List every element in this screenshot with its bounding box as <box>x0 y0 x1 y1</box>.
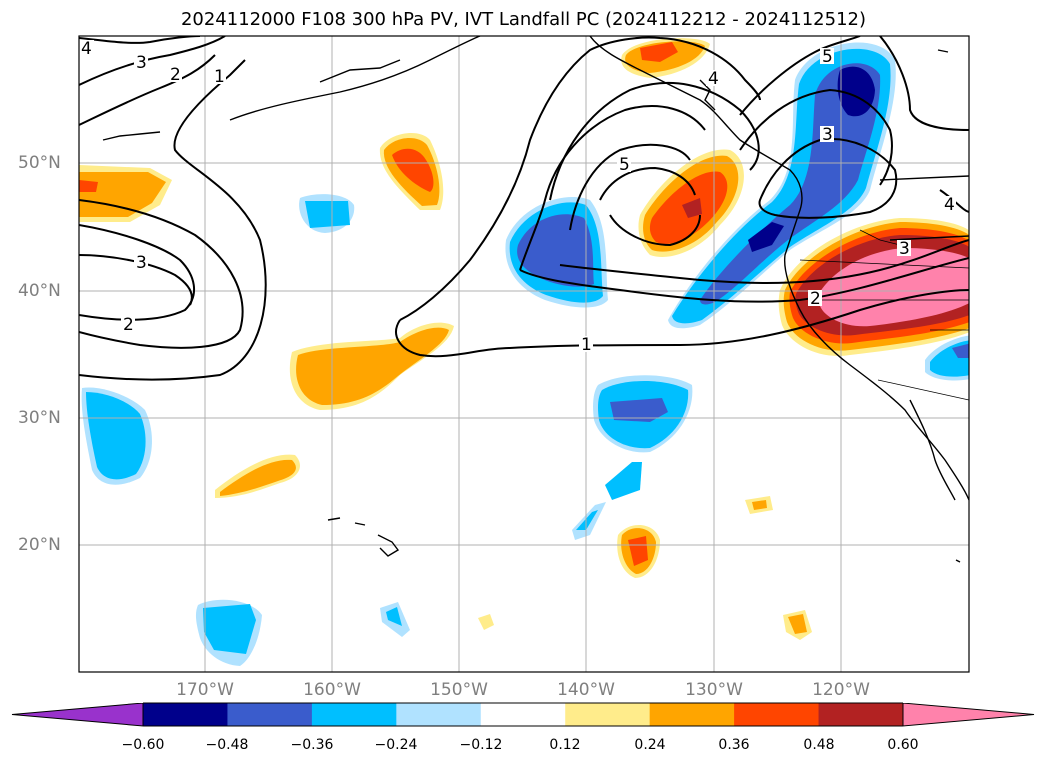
positive-anomaly <box>628 536 648 566</box>
contour-line <box>758 138 898 219</box>
contour-line <box>599 166 696 201</box>
colorbar-tick-label: 0.24 <box>634 737 666 753</box>
colorbar-extend-low <box>12 703 143 726</box>
lon-label-150w: 150°W <box>430 680 488 700</box>
colorbar-tick-label: −0.24 <box>374 737 418 753</box>
negative-anomaly <box>700 63 881 305</box>
contour-label: 4 <box>708 69 719 89</box>
positive-anomaly <box>478 614 494 630</box>
contour-line <box>739 36 861 116</box>
contour-line <box>79 254 193 306</box>
contour-line <box>569 143 691 231</box>
contour-label: 2 <box>123 315 134 335</box>
colorbar-tick-label: −0.36 <box>290 737 334 753</box>
lon-label-140w: 140°W <box>557 680 615 700</box>
colorbar-tick-label: 0.60 <box>887 737 919 753</box>
contour-line <box>79 59 267 381</box>
positive-anomaly <box>788 614 807 634</box>
contour-label: 3 <box>136 253 147 273</box>
contour-labels: 4 3 2 1 3 2 5 4 5 3 3 2 4 1 <box>80 39 956 355</box>
contour-line <box>519 257 969 303</box>
colorbar-extend-high <box>903 703 1034 726</box>
colorbar-tick-label: −0.12 <box>459 737 503 753</box>
colorbar-tick-label: 0.12 <box>549 737 581 753</box>
colorbar-segment <box>734 703 820 726</box>
contour-line <box>739 88 893 186</box>
contour-label: 1 <box>581 335 592 355</box>
positive-anomaly <box>682 198 702 218</box>
negative-anomaly <box>203 604 256 654</box>
negative-anomaly <box>952 343 969 358</box>
positive-anomaly <box>79 180 98 192</box>
contour-label: 2 <box>170 65 181 85</box>
coastlines <box>102 36 969 563</box>
contour-line <box>519 105 706 271</box>
lon-label-130w: 130°W <box>685 680 743 700</box>
negative-anomaly <box>576 510 598 530</box>
map-panel: 4 3 2 1 3 2 5 4 5 3 3 2 4 1 <box>78 35 970 673</box>
colorbar-segment <box>818 703 904 726</box>
negative-anomaly <box>86 392 146 480</box>
contour-label: 5 <box>619 155 630 175</box>
contour-line <box>79 36 226 86</box>
negative-anomaly <box>605 462 642 500</box>
positive-anomaly <box>220 459 296 496</box>
contour-label: 3 <box>822 125 833 145</box>
contour-label: 4 <box>944 195 955 215</box>
contour-label: 1 <box>214 67 225 87</box>
colorbar-segment <box>480 703 566 726</box>
positive-anomaly <box>296 327 449 405</box>
lon-label-120w: 120°W <box>812 680 870 700</box>
contour-line <box>79 36 201 44</box>
colorbar-segment <box>396 703 482 726</box>
lat-label-20n: 20°N <box>18 535 61 555</box>
contour-line <box>609 214 701 247</box>
positive-anomaly <box>392 148 434 192</box>
pv-contours <box>79 36 969 381</box>
negative-anomaly <box>837 66 875 117</box>
negative-anomaly <box>305 201 350 228</box>
colorbar-tick-label: 0.48 <box>803 737 835 753</box>
colorbar-segment <box>649 703 735 726</box>
positive-anomaly <box>79 172 166 217</box>
contour-line <box>79 54 216 126</box>
contour-label: 2 <box>810 289 821 309</box>
colorbar-tick-label: 0.36 <box>718 737 750 753</box>
negative-anomaly <box>517 214 594 287</box>
colorbar-tick-label: −0.60 <box>121 737 165 753</box>
lat-label-50n: 50°N <box>18 153 61 173</box>
contour-line <box>549 81 760 201</box>
contour-line <box>79 199 244 349</box>
positive-anomaly <box>752 500 767 510</box>
contour-label: 3 <box>136 53 147 73</box>
colorbar-tick-label: −0.48 <box>205 737 249 753</box>
contour-label: 5 <box>822 47 833 67</box>
positive-anomaly <box>640 42 678 62</box>
map-frame <box>78 35 970 673</box>
lon-label-170w: 170°W <box>176 680 234 700</box>
lon-label-160w: 160°W <box>303 680 361 700</box>
colorbar-segment <box>143 703 228 726</box>
colorbar-segment <box>227 703 313 726</box>
contour-label: 3 <box>899 239 910 259</box>
lat-label-30n: 30°N <box>18 408 61 428</box>
negative-anomaly <box>386 607 402 626</box>
lat-label-40n: 40°N <box>18 281 61 301</box>
map-title: 2024112000 F108 300 hPa PV, IVT Landfall… <box>180 9 867 30</box>
contour-label: 4 <box>81 39 92 59</box>
negative-anomaly <box>610 398 668 422</box>
pv-shading <box>79 38 969 666</box>
contour-line <box>879 36 969 131</box>
negative-anomaly <box>748 222 784 252</box>
contour-line <box>559 239 969 284</box>
contour-line <box>399 36 761 321</box>
colorbar-segment <box>311 703 397 726</box>
contour-line <box>939 189 969 213</box>
colorbar-segment <box>565 703 651 726</box>
contour-line <box>395 289 969 358</box>
